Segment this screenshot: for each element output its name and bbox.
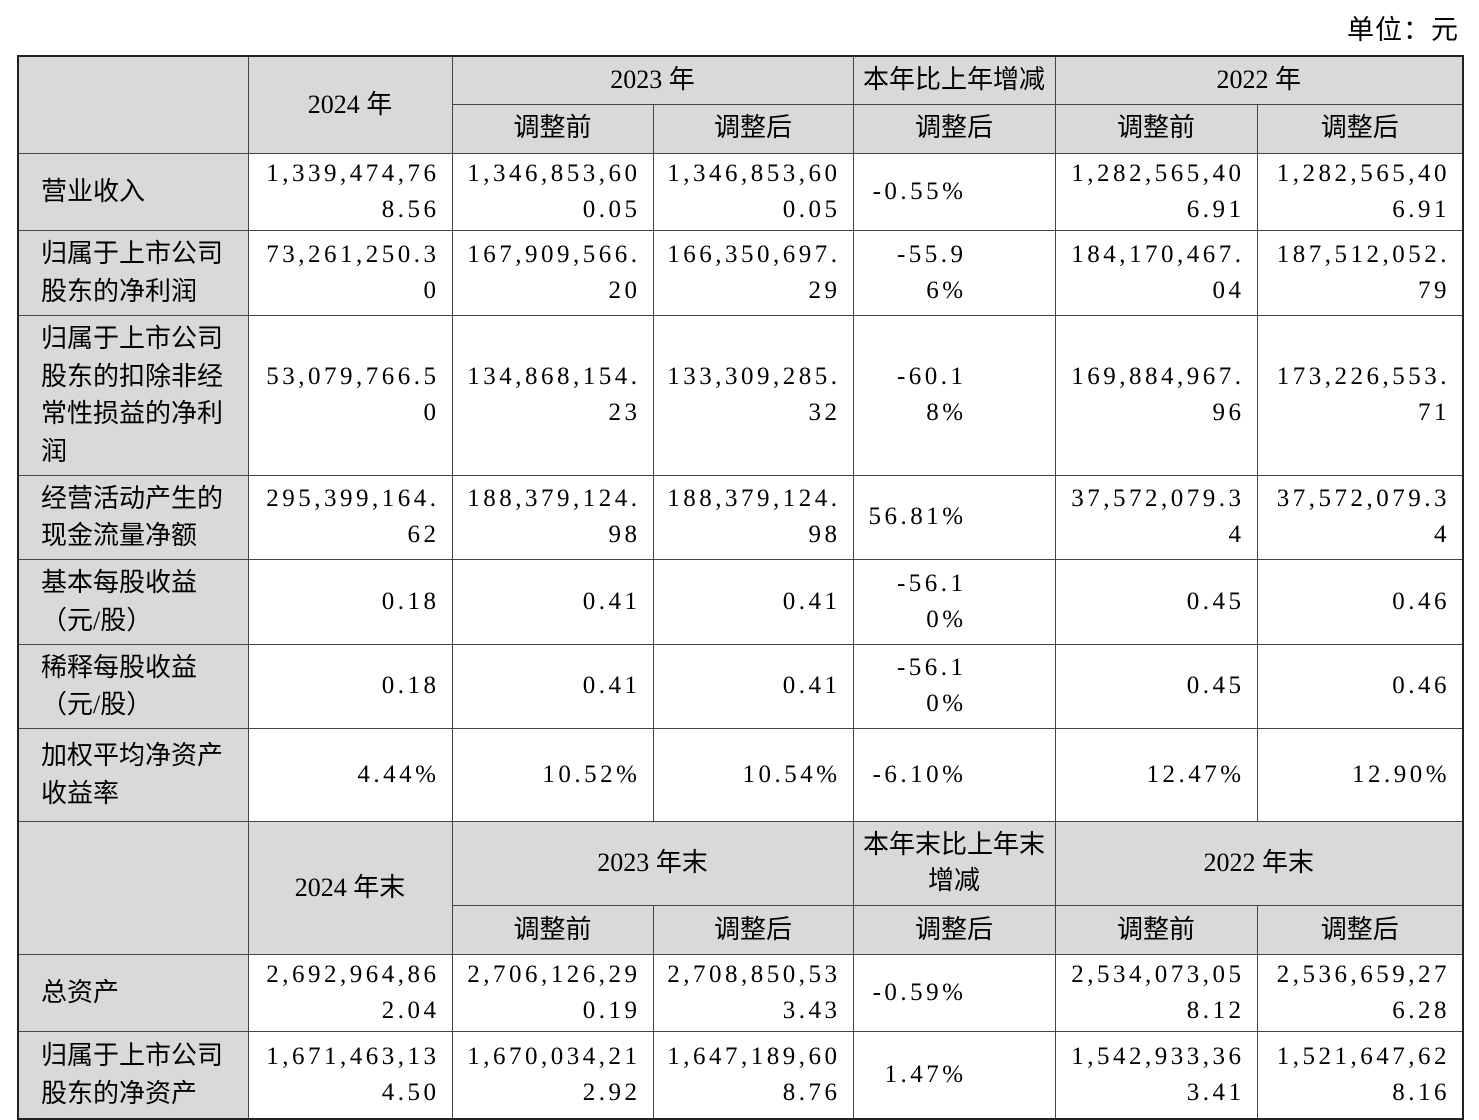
value-2022-post: 1,282,565,406.91 xyxy=(1256,152,1464,231)
value-2022-pre: 1,282,565,406.91 xyxy=(1054,152,1258,231)
value-2022-post: 0.46 xyxy=(1256,559,1464,645)
row-label: 经营活动产生的现金流量净额 xyxy=(17,474,249,561)
row-label: 归属于上市公司股东的净利润 xyxy=(17,230,249,316)
section2-header-row-2: 调整前 调整后 调整后 调整前 调整后 xyxy=(18,904,1464,955)
header-2023-end-post: 调整后 xyxy=(652,904,854,955)
value-2024: 4.44% xyxy=(247,727,453,822)
value-yoy: -56.10% xyxy=(852,643,1056,729)
value-2023-post: 2,708,850,533.43 xyxy=(652,953,854,1033)
value-yoy: -56.10% xyxy=(852,559,1056,645)
value-2024: 0.18 xyxy=(247,559,453,645)
value-2022-post: 1,521,647,628.16 xyxy=(1256,1031,1464,1120)
value-2024: 2,692,964,862.04 xyxy=(247,953,453,1033)
value-2023-pre: 134,868,154.23 xyxy=(451,315,654,476)
value-2023-post: 10.54% xyxy=(652,727,854,822)
header-2023-end: 2023 年末 xyxy=(451,820,854,906)
value-2022-post: 173,226,553.71 xyxy=(1256,315,1464,476)
value-2023-pre: 1,346,853,600.05 xyxy=(451,152,654,231)
value-2022-post: 2,536,659,276.28 xyxy=(1256,953,1464,1033)
row-label: 归属于上市公司股东的扣除非经常性损益的净利润 xyxy=(17,315,249,476)
value-2023-pre: 2,706,126,290.19 xyxy=(451,953,654,1033)
value-2023-pre: 0.41 xyxy=(451,559,654,645)
value-2022-pre: 0.45 xyxy=(1054,643,1258,729)
table-row-total-assets: 总资产 2,692,964,862.04 2,706,126,290.19 2,… xyxy=(17,953,1464,1033)
financial-summary-table: 2024 年 2023 年 本年比上年增减 2022 年 调整前 调整后 调整后… xyxy=(17,55,1465,1120)
section2-header-row-1: 2024 年末 2023 年末 本年末比上年末增减 2022 年末 xyxy=(17,820,1464,955)
value-2024: 53,079,766.50 xyxy=(247,315,453,476)
value-yoy: -60.18% xyxy=(852,315,1056,476)
header-yoy-end-post: 调整后 xyxy=(852,904,1056,955)
value-2023-pre: 10.52% xyxy=(451,727,654,822)
unit-label: 单位：元 xyxy=(1347,15,1459,45)
table-row-weighted-avg-roe: 加权平均净资产收益率 4.44% 10.52% 10.54% -6.10% 12… xyxy=(17,727,1464,822)
header-2023-post: 调整后 xyxy=(652,103,854,154)
value-yoy: -55.96% xyxy=(852,230,1056,316)
row-label: 稀释每股收益（元/股） xyxy=(17,643,249,729)
value-2023-pre: 0.41 xyxy=(451,643,654,729)
header-2022: 2022 年 xyxy=(1054,55,1464,105)
row-label: 总资产 xyxy=(17,953,249,1033)
section1-header-row-2: 调整前 调整后 调整后 调整前 调整后 xyxy=(18,103,1464,154)
header-2023-pre: 调整前 xyxy=(451,103,654,154)
section1-header-row-1: 2024 年 2023 年 本年比上年增减 2022 年 xyxy=(17,55,1464,154)
header-yoy: 本年比上年增减 xyxy=(852,55,1056,105)
value-2024: 295,399,164.62 xyxy=(247,474,453,561)
value-2023-post: 188,379,124.98 xyxy=(652,474,854,561)
value-2024: 0.18 xyxy=(247,643,453,729)
row-label: 归属于上市公司股东的净资产 xyxy=(17,1031,249,1120)
table-row-diluted-eps: 稀释每股收益（元/股） 0.18 0.41 0.41 -56.10% 0.45 … xyxy=(17,643,1464,729)
value-2022-pre: 37,572,079.34 xyxy=(1054,474,1258,561)
header-2023-end-pre: 调整前 xyxy=(451,904,654,955)
value-2022-pre: 0.45 xyxy=(1054,559,1258,645)
value-2022-pre: 2,534,073,058.12 xyxy=(1054,953,1258,1033)
value-2023-post: 1,346,853,600.05 xyxy=(652,152,854,231)
value-2022-pre: 184,170,467.04 xyxy=(1054,230,1258,316)
row-label: 营业收入 xyxy=(17,152,249,231)
table-row-net-assets: 归属于上市公司股东的净资产 1,671,463,134.50 1,670,034… xyxy=(17,1031,1464,1120)
corner-cell xyxy=(17,55,249,154)
table-row-operating-revenue: 营业收入 1,339,474,768.56 1,346,853,600.05 1… xyxy=(17,152,1464,231)
value-yoy: -6.10% xyxy=(852,727,1056,822)
value-2023-post: 133,309,285.32 xyxy=(652,315,854,476)
header-yoy-post: 调整后 xyxy=(852,103,1056,154)
value-yoy: -0.59% xyxy=(852,953,1056,1033)
value-2022-post: 0.46 xyxy=(1256,643,1464,729)
value-yoy: -0.55% xyxy=(852,152,1056,231)
value-2022-pre: 12.47% xyxy=(1054,727,1258,822)
value-2022-post: 187,512,052.79 xyxy=(1256,230,1464,316)
value-2024: 73,261,250.30 xyxy=(247,230,453,316)
header-2023: 2023 年 xyxy=(451,55,854,105)
value-2024: 1,671,463,134.50 xyxy=(247,1031,453,1120)
table-row-operating-cash-flow: 经营活动产生的现金流量净额 295,399,164.62 188,379,124… xyxy=(17,474,1464,561)
value-2023-pre: 1,670,034,212.92 xyxy=(451,1031,654,1120)
header-2022-end-pre: 调整前 xyxy=(1054,904,1258,955)
value-2022-pre: 1,542,933,363.41 xyxy=(1054,1031,1258,1120)
header-yoy-end: 本年末比上年末增减 xyxy=(852,820,1056,906)
value-2023-post: 166,350,697.29 xyxy=(652,230,854,316)
header-2024: 2024 年 xyxy=(247,55,453,154)
row-label: 基本每股收益（元/股） xyxy=(17,559,249,645)
value-2023-post: 0.41 xyxy=(652,559,854,645)
value-2023-post: 1,647,189,608.76 xyxy=(652,1031,854,1120)
corner-cell-2 xyxy=(17,820,249,955)
row-label: 加权平均净资产收益率 xyxy=(17,727,249,822)
value-2024: 1,339,474,768.56 xyxy=(247,152,453,231)
header-2024-end: 2024 年末 xyxy=(247,820,453,955)
table-row-net-profit-excl-nonrecurring: 归属于上市公司股东的扣除非经常性损益的净利润 53,079,766.50 134… xyxy=(17,315,1464,476)
value-2022-pre: 169,884,967.96 xyxy=(1054,315,1258,476)
value-2022-post: 12.90% xyxy=(1256,727,1464,822)
header-2022-end: 2022 年末 xyxy=(1054,820,1464,906)
header-2022-post: 调整后 xyxy=(1256,103,1464,154)
value-2023-post: 0.41 xyxy=(652,643,854,729)
value-2023-pre: 188,379,124.98 xyxy=(451,474,654,561)
value-yoy: 56.81% xyxy=(852,474,1056,561)
value-yoy: 1.47% xyxy=(852,1031,1056,1120)
table-row-basic-eps: 基本每股收益（元/股） 0.18 0.41 0.41 -56.10% 0.45 … xyxy=(17,559,1464,645)
header-2022-end-post: 调整后 xyxy=(1256,904,1464,955)
table-row-net-profit: 归属于上市公司股东的净利润 73,261,250.30 167,909,566.… xyxy=(17,230,1464,316)
value-2023-pre: 167,909,566.20 xyxy=(451,230,654,316)
value-2022-post: 37,572,079.34 xyxy=(1256,474,1464,561)
header-2022-pre: 调整前 xyxy=(1054,103,1258,154)
